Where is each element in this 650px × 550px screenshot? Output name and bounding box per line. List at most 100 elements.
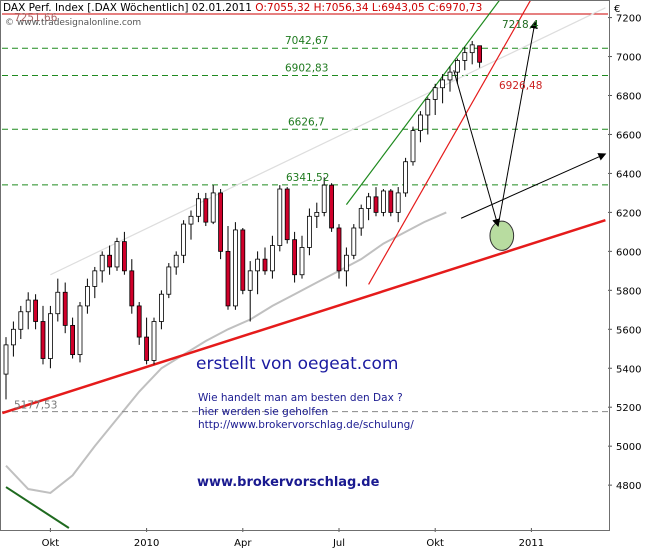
- author-headline: erstellt von oegeat.com: [196, 354, 399, 374]
- level-label: 6626,7: [288, 116, 325, 128]
- candle-body: [18, 311, 24, 330]
- candle-body: [255, 258, 261, 272]
- candle-body: [144, 336, 150, 361]
- candle-body: [210, 192, 216, 223]
- y-tick-label: 6600: [616, 130, 641, 141]
- note-line-1: Wie handelt man am besten den Dax ?: [198, 392, 403, 404]
- projection-arrow: [460, 153, 607, 219]
- candle-body: [373, 196, 379, 213]
- candle-body: [299, 247, 305, 276]
- candle-body: [188, 215, 194, 225]
- candle-body: [62, 291, 68, 326]
- candle-body: [10, 328, 16, 346]
- projection-arrow: [453, 70, 501, 227]
- chart-title: DAX Perf. Index [.DAX Wöchentlich] 02.01…: [3, 2, 252, 14]
- currency-label: €: [614, 4, 620, 15]
- candle-body: [218, 192, 224, 252]
- candle-body: [366, 196, 372, 209]
- candle-body: [440, 79, 446, 89]
- candle-body: [240, 229, 246, 291]
- x-tick-label: Apr: [234, 538, 252, 549]
- x-tick-label: 2011: [519, 538, 544, 549]
- level-label: 5177,53: [14, 400, 57, 412]
- candle-body: [284, 188, 290, 241]
- level-label: 7042,67: [285, 35, 328, 47]
- y-tick-label: 6000: [616, 247, 641, 258]
- note-line-2: hier werden sie geholfen: [198, 406, 329, 418]
- candle-body: [151, 321, 157, 361]
- candle-body: [351, 227, 357, 256]
- level-label: 7218,4: [502, 19, 539, 31]
- candle-body: [99, 254, 105, 272]
- candle-body: [336, 227, 342, 272]
- candle-body: [417, 114, 423, 131]
- y-tick-label: 7000: [616, 53, 641, 64]
- y-tick-label: 5000: [616, 442, 641, 453]
- candle-body: [40, 321, 46, 359]
- candle-body: [70, 324, 75, 356]
- candle-body: [129, 270, 135, 307]
- candle-body: [403, 161, 409, 194]
- y-tick-label: 6800: [616, 92, 641, 103]
- candle-body: [388, 190, 394, 213]
- candle-body: [321, 184, 327, 213]
- candle-body: [358, 208, 364, 229]
- target-ellipse: [489, 220, 515, 251]
- y-tick-label: 5400: [616, 364, 641, 375]
- trendline-support: [1, 219, 606, 415]
- value-label: 6926,48: [499, 80, 542, 92]
- y-tick-label: 5600: [616, 325, 641, 336]
- candle-body: [462, 52, 468, 61]
- candle-body: [158, 293, 164, 322]
- ohlc-values: O:7055,32 H:7056,34 L:6943,05 C:6970,73: [255, 2, 483, 14]
- candle-body: [107, 254, 112, 268]
- trendline-upper-channel: [50, 7, 606, 276]
- candle-body: [432, 87, 438, 100]
- candle-body: [292, 239, 298, 276]
- copyright-text: © www.tradesignalonline.com: [5, 18, 142, 28]
- candle-body: [25, 299, 31, 313]
- y-tick-label: 7200: [616, 14, 641, 25]
- candle-body: [122, 241, 127, 272]
- candle-body: [173, 254, 179, 268]
- x-tick-label: Jul: [332, 538, 345, 549]
- level-label: 6341,52: [286, 172, 329, 184]
- candle-body: [181, 223, 187, 256]
- candle-body: [410, 130, 416, 163]
- candle-body: [166, 266, 172, 295]
- candle-body: [33, 299, 38, 322]
- candle-body: [269, 245, 275, 272]
- candle-body: [425, 99, 431, 116]
- trendline-steep-channel-red: [368, 0, 532, 285]
- candle-body: [469, 44, 475, 54]
- value-label: 7251,66: [14, 12, 58, 24]
- y-tick-label: 6400: [616, 169, 641, 180]
- candle-body: [92, 270, 98, 287]
- candle-body: [343, 254, 349, 272]
- x-tick-label: 2010: [134, 538, 159, 549]
- candle-body: [48, 313, 53, 359]
- level-label: 6902,83: [285, 62, 328, 74]
- candle-body: [55, 291, 61, 315]
- trendline-steep-channel-green: [345, 0, 501, 205]
- candle-body: [3, 344, 9, 375]
- candle-body: [136, 305, 142, 338]
- candle-body: [314, 211, 320, 217]
- candle-body: [395, 192, 401, 213]
- candle-body: [329, 184, 335, 229]
- y-tick-label: 5800: [616, 286, 641, 297]
- y-tick-label: 5200: [616, 403, 641, 414]
- candle-body: [195, 198, 201, 217]
- candle-body: [247, 270, 253, 291]
- candle-body: [114, 241, 120, 268]
- candle-body: [277, 188, 283, 246]
- green-downtrend-line: [5, 486, 70, 529]
- note-link[interactable]: http://www.brokervorschlag.de/schulung/: [198, 419, 414, 431]
- website-link[interactable]: www.brokervorschlag.de: [197, 475, 380, 490]
- candle-body: [232, 229, 238, 307]
- candle-body: [447, 71, 453, 81]
- candle-body: [380, 190, 386, 213]
- x-tick-label: Okt: [426, 538, 444, 549]
